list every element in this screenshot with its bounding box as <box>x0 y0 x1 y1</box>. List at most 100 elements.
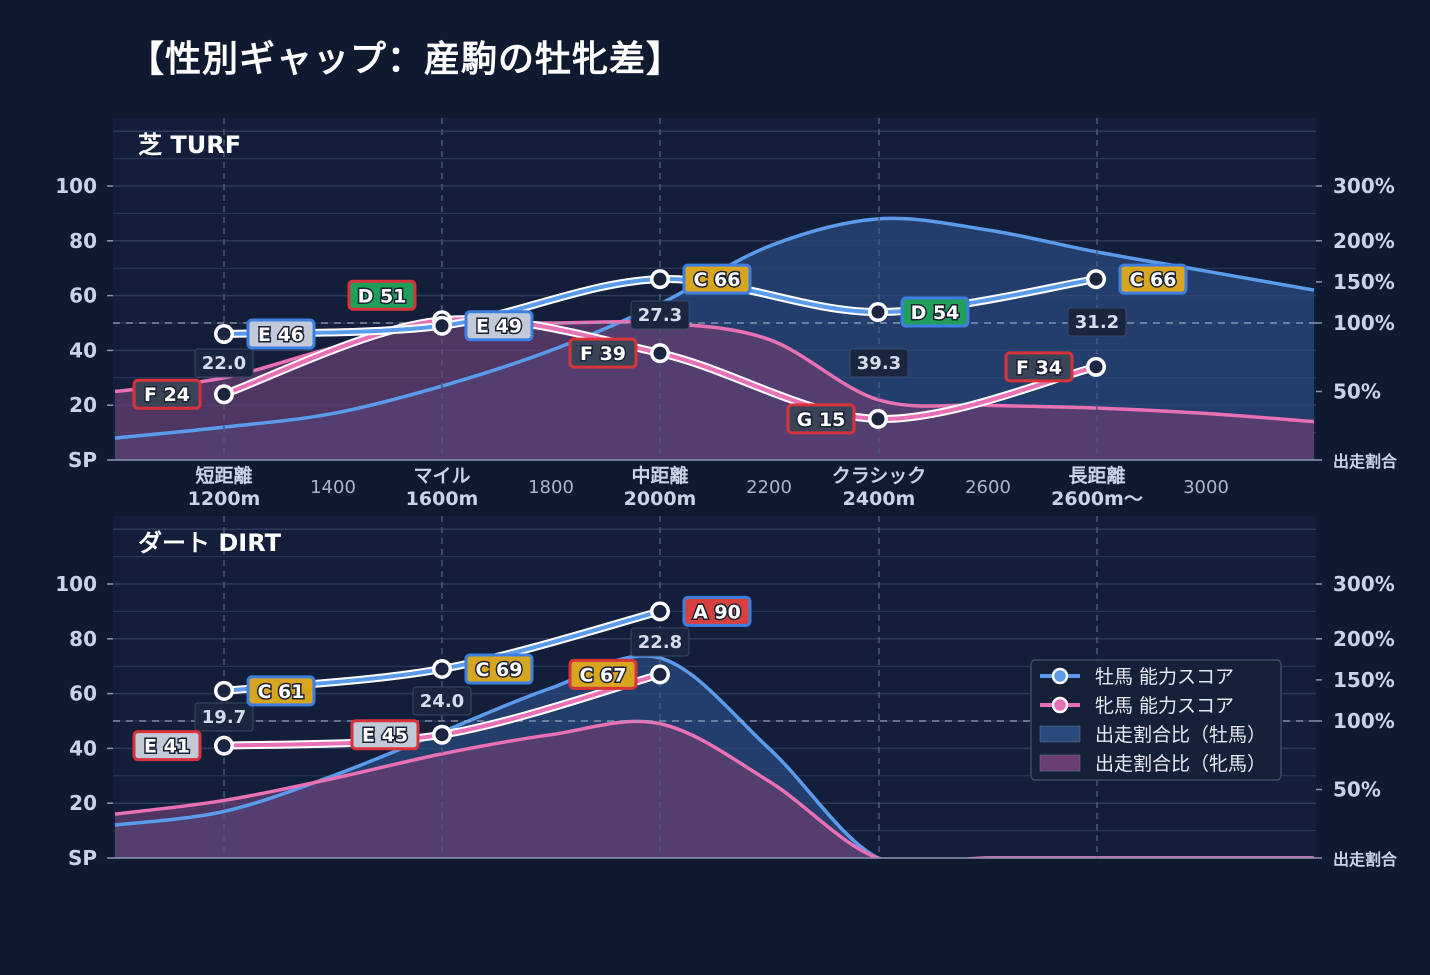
panel-2-female-grade-badge: E 41 <box>132 730 202 762</box>
legend-item-male-area-label: 出走割合比（牡馬） <box>1095 724 1266 746</box>
panel-2-left-tick-label: 40 <box>69 736 97 760</box>
panel-1-female-grade-badge: F 34 <box>1004 351 1074 383</box>
panel-1-left-tick-label: SP <box>68 448 97 472</box>
x-minor-label: 1400 <box>310 477 356 498</box>
legend-item-female-line-label: 牝馬 能力スコア <box>1095 695 1234 717</box>
x-category-distance: 1600m <box>406 488 479 510</box>
panel-1-male-grade-badge: D 54 <box>900 296 970 328</box>
panel-1-ratio-label: 22.0 <box>194 348 254 378</box>
panel-1-left-tick-label: 80 <box>69 229 97 253</box>
panel-2-female-grade-badge-box <box>132 730 202 762</box>
panel-1-male-grade-badge-label: E 49 <box>476 316 522 338</box>
panel-2-right-tick-label: 出走割合 <box>1333 850 1398 869</box>
panel-1-male-grade-badge-box <box>246 318 316 350</box>
legend-item-female-area-label: 出走割合比（牝馬） <box>1095 753 1266 775</box>
panel-2-left-tick-label: 20 <box>69 791 97 815</box>
panel-1-male-grade-badge-label: C 66 <box>694 269 741 291</box>
panel-2-right-tick-label: 100% <box>1333 709 1395 733</box>
panel-1-left-tick-label: 60 <box>69 284 97 308</box>
panel-2-female-grade-badge: E 45 <box>350 719 420 751</box>
panel-1-male-grade-badge: E 46 <box>246 318 316 350</box>
panel-1-male-grade-badge-box <box>900 296 970 328</box>
panel-2-male-grade-badge-label: C 69 <box>476 659 523 681</box>
x-minor-label: 3000 <box>1183 477 1229 498</box>
panel-1-female-grade-badge-box <box>568 337 638 369</box>
panel-1-female-grade-badge-box <box>347 279 417 311</box>
x-category-name: クラシック <box>832 465 927 487</box>
panel-2-male-grade-badge-box <box>246 675 316 707</box>
panel-1-female-grade-badge: D 51 <box>347 279 417 311</box>
x-category-name: 長距離 <box>1068 464 1125 487</box>
panel-2-title: ダート DIRT <box>138 529 282 557</box>
panel-2-right-tick-label: 300% <box>1333 572 1395 596</box>
panel-1-male-point-core <box>871 305 885 319</box>
panel-2-left-tick-label: SP <box>68 846 97 870</box>
panel-2-female-point-core <box>217 739 231 753</box>
panel-2-male-grade-badge: C 61 <box>246 675 316 707</box>
x-category-distance: 1200m <box>188 488 261 510</box>
panel-1-ratio-label-label: 27.3 <box>638 305 682 326</box>
legend-item-male-line-marker <box>1051 667 1069 685</box>
x-category-distance: 2400m <box>843 488 916 510</box>
x-category-name: マイル <box>413 465 470 487</box>
panel-1-female-grade-badge-label: F 24 <box>144 384 190 406</box>
panel-2-male-grade-badge-box <box>682 595 752 627</box>
panel-2-ratio-label-box <box>630 627 690 657</box>
panel-2-male-grade-badge-label: A 90 <box>693 601 741 623</box>
panel-2-female-grade-badge-label: E 45 <box>362 725 408 747</box>
panel-1-female-grade-badge-label: D 51 <box>358 285 407 307</box>
panel-1-female-grade-badge-box <box>786 403 856 435</box>
panel-1-male-grade-badge-box <box>1118 263 1188 295</box>
panel-1-male-point-core <box>1089 272 1103 286</box>
panel-2-ratio-label: 22.8 <box>630 627 690 657</box>
panel-2-female-grade-badge-box <box>350 719 420 751</box>
panel-1-female-grade-badge-label: G 15 <box>797 409 846 431</box>
legend-item-male-area-swatch <box>1039 725 1081 743</box>
x-minor-label: 2200 <box>746 477 792 498</box>
panel-1-female-point-core <box>871 412 885 426</box>
panel-1-right-tick-label: 50% <box>1333 380 1381 404</box>
panel-1-right-tick-label: 100% <box>1333 311 1395 335</box>
panel-1-female-grade-badge: F 24 <box>132 378 202 410</box>
panel-1-male-grade-badge-box <box>464 310 534 342</box>
legend-item-male-area: 出走割合比（牡馬） <box>1039 724 1266 746</box>
legend-item-male-line-label: 牡馬 能力スコア <box>1095 666 1234 688</box>
panel-2-male-point-core <box>435 662 449 676</box>
panel-2-ratio-label-box <box>412 686 472 716</box>
panel-1-left-tick-label: 20 <box>69 393 97 417</box>
panel-1-female-point-core <box>1089 360 1103 374</box>
panel-1-male-grade-badge-label: E 46 <box>258 324 304 346</box>
panel-1-female-point-core <box>217 387 231 401</box>
panel-2-male-grade-badge-box <box>464 653 534 685</box>
panel-1-female-point-core <box>653 346 667 360</box>
panel-2-ratio-label-box <box>194 702 254 732</box>
legend-item-female-line: 牝馬 能力スコア <box>1040 695 1234 717</box>
panel-1-female-share-area <box>115 321 1314 460</box>
panel-2-ratio-label-label: 22.8 <box>638 632 682 653</box>
panel-2-female-grade-badge-box <box>568 658 638 690</box>
x-category-name: 中距離 <box>631 464 688 487</box>
panel-1-female-grade-badge-label: F 34 <box>1016 357 1062 379</box>
panel-2-ratio-label: 19.7 <box>194 702 254 732</box>
panel-1-male-point-core <box>653 272 667 286</box>
panel-2-male-point-core <box>217 684 231 698</box>
legend-item-female-area-swatch <box>1039 754 1081 772</box>
panel-1-male-point-core <box>217 327 231 341</box>
panel-1-left-tick-label: 40 <box>69 338 97 362</box>
x-minor-label: 2600 <box>965 477 1011 498</box>
legend-item-male-line: 牡馬 能力スコア <box>1040 666 1234 688</box>
x-minor-label: 1800 <box>528 477 574 498</box>
panel-1-right-tick-label: 200% <box>1333 229 1395 253</box>
panel-1-female-grade-badge: F 39 <box>568 337 638 369</box>
panel-1-ratio-label-label: 31.2 <box>1075 312 1119 333</box>
panel-2-male-grade-badge: A 90 <box>682 595 752 627</box>
panel-1-male-grade-badge: E 49 <box>464 310 534 342</box>
panel-1-ratio-label: 31.2 <box>1067 307 1127 337</box>
x-category-distance: 2600m〜 <box>1051 488 1143 510</box>
panel-2-female-grade-badge-label: E 41 <box>144 736 190 758</box>
x-category-distance: 2000m <box>624 488 697 510</box>
panel-2-female-grade-badge-label: C 67 <box>580 664 627 686</box>
panel-1-ratio-label-box <box>630 300 690 330</box>
